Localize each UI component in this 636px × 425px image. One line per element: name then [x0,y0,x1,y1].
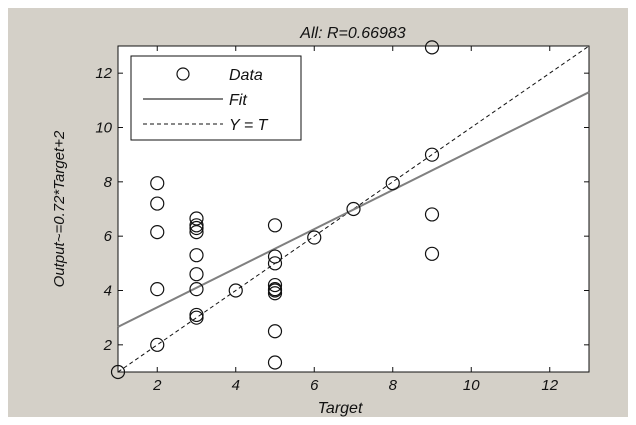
data-point [189,220,204,236]
data-point [150,224,165,240]
data-point [150,196,165,211]
x-tick-label: 6 [310,377,319,394]
data-point [150,176,165,191]
data-point [424,207,440,222]
x-tick-label: 4 [232,377,240,394]
data-point [424,40,440,55]
data-point [385,176,400,191]
legend-label-fit: Fit [229,92,247,109]
fit-line [117,91,590,328]
data-point [228,283,243,298]
data-point [267,355,283,370]
data-points [110,40,440,380]
legend-label-data: Data [229,67,263,84]
y-tick-label: 12 [95,65,112,82]
data-point [424,246,440,261]
data-point [267,249,283,264]
data-point [424,147,440,162]
x-tick-label: 8 [389,377,398,394]
x-tick-label: 12 [541,377,558,394]
chart-title: All: R=0.66983 [299,25,406,42]
x-axis-label: Target [318,400,363,417]
data-point [189,310,204,325]
data-point [346,201,361,217]
data-point [189,282,204,297]
y-equals-t-line [117,45,590,373]
data-point [267,286,283,301]
data-point [110,364,126,380]
y-axis-ticks: 2 4 6 8 10 12 [95,65,589,354]
legend: Data Fit Y = T [130,55,302,141]
legend-label-y-equals-t: Y = T [229,117,269,134]
data-point [150,337,165,352]
data-point [150,282,165,297]
y-tick-label: 8 [104,174,113,191]
legend-data-marker [176,67,190,81]
reference-lines [117,45,590,373]
y-axis-label: Output~=0.72*Target+2 [51,130,68,287]
y-tick-label: 10 [95,120,112,137]
y-tick-label: 2 [103,337,113,354]
data-point [267,256,283,271]
x-tick-label: 2 [152,377,162,394]
data-point [267,218,283,233]
x-tick-label: 10 [463,377,480,394]
data-point [189,248,204,263]
y-tick-label: 4 [104,283,112,300]
data-point [267,277,283,293]
data-point [189,267,204,282]
y-tick-label: 6 [104,228,113,245]
data-point [267,324,283,339]
data-point [189,224,204,240]
data-point [307,230,322,245]
x-axis-ticks: 2 4 6 8 10 12 [152,46,559,394]
